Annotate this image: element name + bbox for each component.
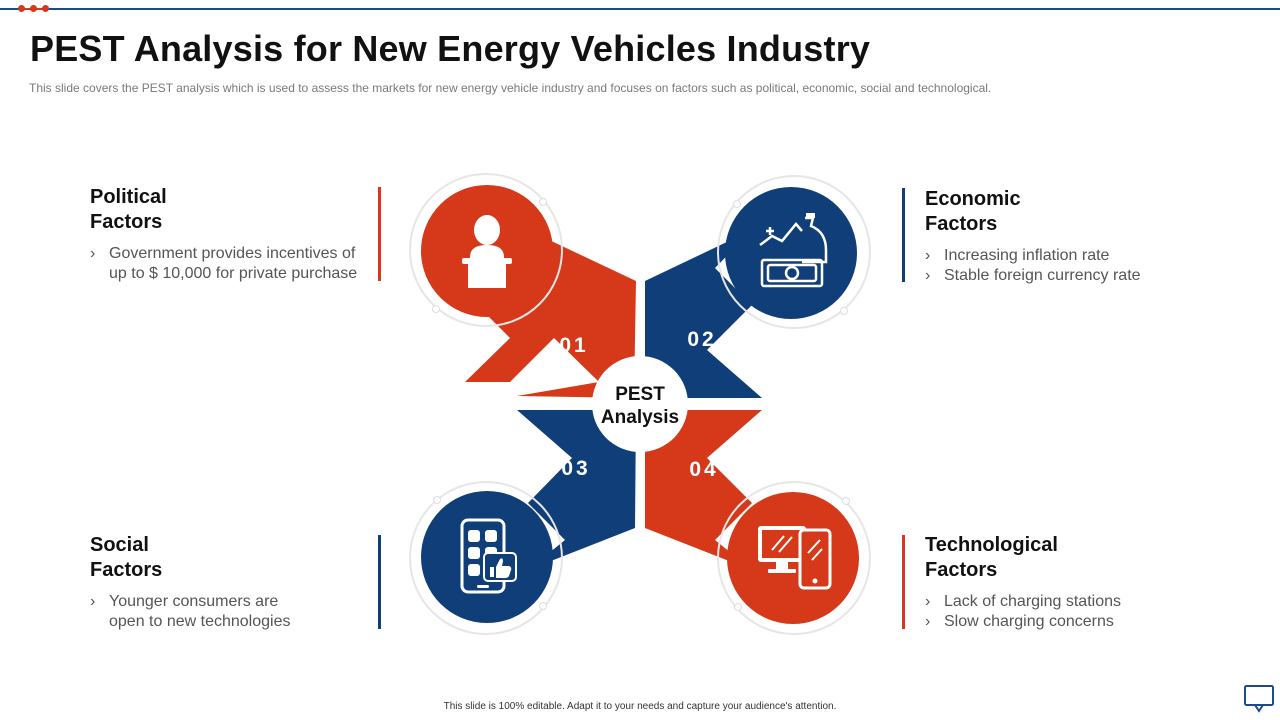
comment-icon[interactable] bbox=[1243, 684, 1275, 714]
economic-factors-block: Economic Factors › Increasing inflation r… bbox=[925, 187, 1225, 285]
ring-01 bbox=[409, 173, 563, 327]
technological-bullet-2: › Slow charging concerns bbox=[925, 612, 1114, 630]
ring-04 bbox=[717, 481, 871, 635]
circle-02 bbox=[725, 187, 857, 319]
center-circle bbox=[592, 356, 688, 452]
divider-political bbox=[378, 187, 381, 281]
ring-03 bbox=[409, 481, 563, 635]
divider-economic bbox=[902, 188, 905, 282]
social-title-line2: Factors bbox=[90, 559, 163, 581]
page-subtitle: This slide covers the PEST analysis whic… bbox=[29, 81, 992, 95]
top-rule bbox=[0, 8, 1280, 10]
speaker-podium-icon bbox=[462, 215, 512, 288]
arrow-01-number: 01 bbox=[559, 334, 588, 357]
arrow-03 bbox=[517, 410, 636, 570]
social-bullet: › Younger consumers are open to new techn… bbox=[90, 593, 291, 630]
arrow-02 bbox=[645, 230, 762, 398]
ring-02 bbox=[717, 175, 871, 329]
money-growth-icon bbox=[759, 213, 828, 288]
technological-title-line1: Technological bbox=[925, 534, 1058, 556]
economic-title-line1: Economic bbox=[925, 188, 1021, 210]
devices-icon bbox=[758, 526, 832, 590]
center-label-line2: Analysis bbox=[601, 407, 679, 428]
technological-factors-block: Technological Factors › Lack of charging … bbox=[925, 533, 1225, 631]
page-title: PEST Analysis for New Energy Vehicles In… bbox=[30, 28, 871, 69]
economic-title-line2: Factors bbox=[925, 213, 998, 235]
economic-bullet-2: › Stable foreign currency rate bbox=[925, 266, 1141, 284]
political-factors-block: Political Factors › Government provides i… bbox=[90, 185, 370, 283]
social-app-like-icon bbox=[460, 518, 517, 594]
divider-technological bbox=[902, 535, 905, 629]
technological-bullet-1: › Lack of charging stations bbox=[925, 593, 1121, 610]
arrow-02-number: 02 bbox=[687, 328, 716, 351]
economic-bullet-1: › Increasing inflation rate bbox=[925, 247, 1110, 264]
political-title-line2: Factors bbox=[90, 211, 163, 233]
social-factors-block: Social Factors › Younger consumers are op… bbox=[90, 533, 370, 631]
divider-social bbox=[378, 535, 381, 629]
footer-note: This slide is 100% editable. Adapt it to… bbox=[443, 701, 837, 712]
arrow-04 bbox=[645, 410, 762, 570]
header-dots bbox=[18, 5, 49, 12]
arrow-04-number: 04 bbox=[689, 458, 718, 481]
social-title-line1: Social bbox=[90, 534, 149, 556]
technological-title-line2: Factors bbox=[925, 559, 998, 581]
political-title-line1: Political bbox=[90, 186, 167, 208]
center-label-line1: PEST bbox=[615, 384, 665, 405]
political-bullet: › Government provides incentives of up to… bbox=[90, 245, 358, 282]
arrow-03-number: 03 bbox=[561, 457, 590, 480]
